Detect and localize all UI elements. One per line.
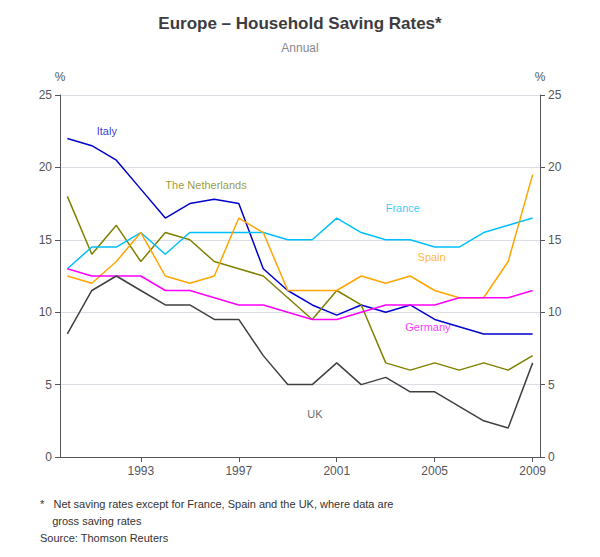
svg-text:%: % xyxy=(535,70,546,84)
svg-text:25: 25 xyxy=(548,88,562,102)
svg-text:0: 0 xyxy=(45,450,52,464)
svg-text:2001: 2001 xyxy=(323,464,350,478)
svg-text:Spain: Spain xyxy=(418,251,446,263)
svg-text:0: 0 xyxy=(548,450,555,464)
svg-text:1993: 1993 xyxy=(127,464,154,478)
svg-text:Italy: Italy xyxy=(97,125,118,137)
svg-text:gross saving rates: gross saving rates xyxy=(40,515,142,527)
svg-text:5: 5 xyxy=(548,378,555,392)
svg-text:UK: UK xyxy=(307,408,323,420)
svg-text:* Net saving rates except fo: * Net saving rates except for France, Sp… xyxy=(40,498,393,510)
svg-text:2009: 2009 xyxy=(519,464,546,478)
svg-text:Source: Thomson Reuters: Source: Thomson Reuters xyxy=(40,532,169,544)
svg-text:20: 20 xyxy=(548,160,562,174)
svg-text:5: 5 xyxy=(45,378,52,392)
svg-text:%: % xyxy=(55,70,66,84)
svg-text:25: 25 xyxy=(39,88,53,102)
svg-text:1997: 1997 xyxy=(225,464,252,478)
svg-text:Germany: Germany xyxy=(405,320,451,333)
svg-text:The Netherlands: The Netherlands xyxy=(165,179,247,191)
svg-text:2005: 2005 xyxy=(421,464,448,478)
svg-text:10: 10 xyxy=(548,305,562,319)
svg-text:10: 10 xyxy=(39,305,53,319)
svg-text:20: 20 xyxy=(39,160,53,174)
svg-text:France: France xyxy=(386,202,420,214)
svg-text:Europe – Household Saving Rate: Europe – Household Saving Rates* xyxy=(158,14,442,33)
svg-text:15: 15 xyxy=(548,233,562,247)
svg-text:15: 15 xyxy=(39,233,53,247)
svg-text:Annual: Annual xyxy=(281,41,318,55)
